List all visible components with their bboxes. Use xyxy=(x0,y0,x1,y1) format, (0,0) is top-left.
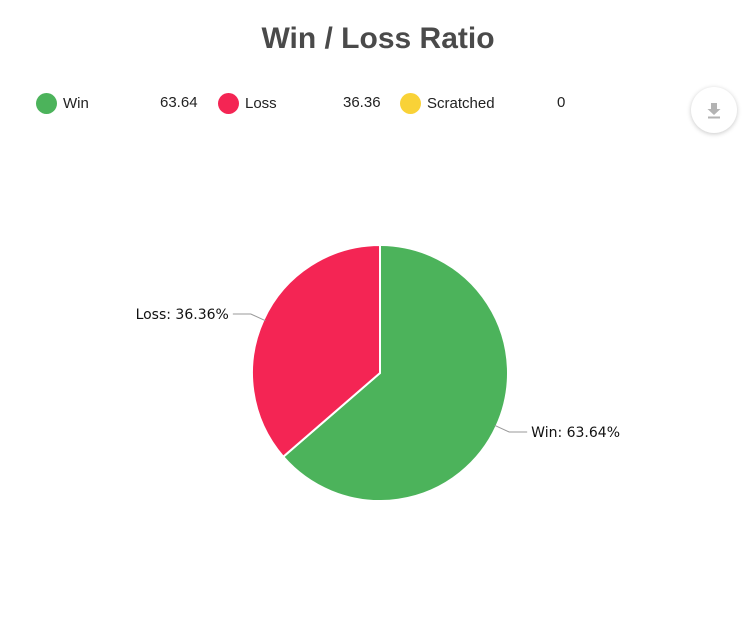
legend-value-win: 63.64 xyxy=(160,94,198,111)
slice-connector-win xyxy=(494,424,528,433)
legend: Win 63.64 Loss 36.36 Scratched 0 xyxy=(36,91,596,115)
legend-item-win[interactable]: Win xyxy=(36,91,89,115)
download-icon xyxy=(707,103,721,119)
legend-label-scratched: Scratched xyxy=(427,94,495,112)
slice-connector-loss xyxy=(232,313,266,322)
legend-marker-win xyxy=(36,92,57,114)
legend-item-scratched[interactable]: Scratched xyxy=(400,91,495,115)
legend-value-loss: 36.36 xyxy=(343,94,381,111)
legend-marker-scratched xyxy=(400,92,421,114)
legend-label-loss: Loss xyxy=(245,94,277,112)
legend-marker-loss xyxy=(218,92,239,114)
legend-item-loss[interactable]: Loss xyxy=(218,91,277,115)
slice-label-win: Win: 63.64% xyxy=(531,425,620,441)
legend-label-win: Win xyxy=(63,94,89,112)
chart-title: Win / Loss Ratio xyxy=(261,22,495,55)
legend-value-scratched: 0 xyxy=(557,94,566,111)
slice-label-loss: Loss: 36.36% xyxy=(136,307,229,323)
download-button[interactable] xyxy=(691,87,737,133)
